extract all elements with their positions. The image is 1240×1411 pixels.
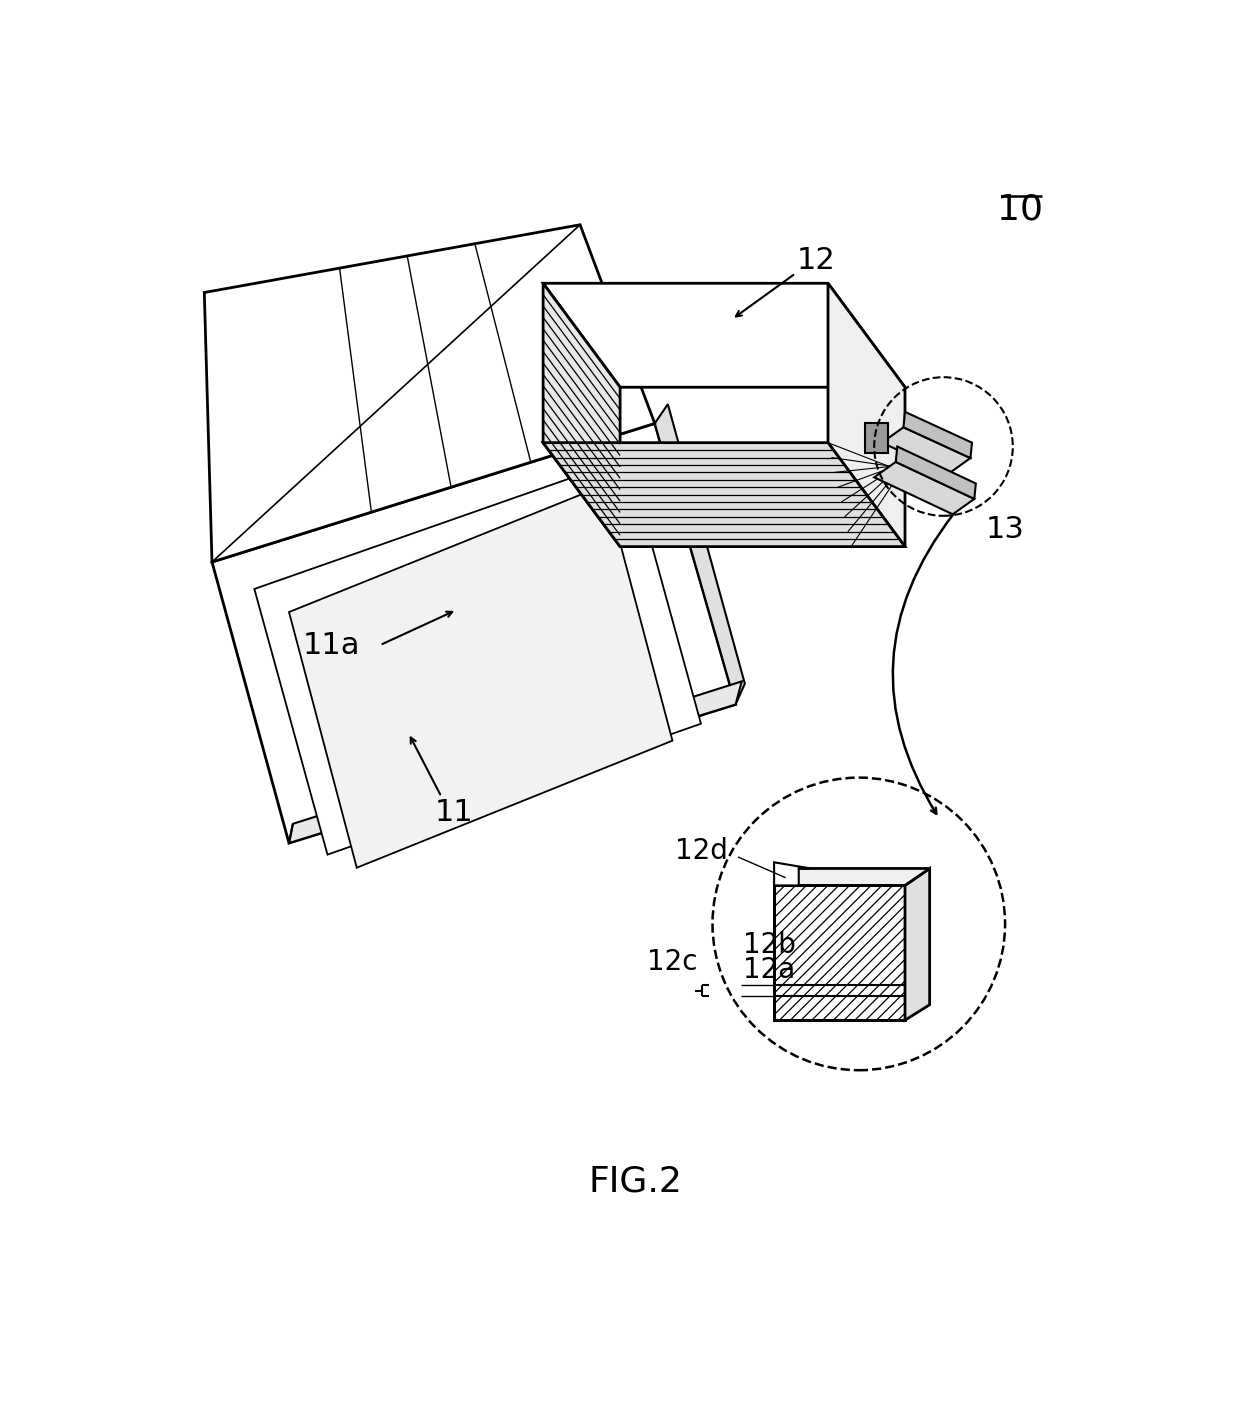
Polygon shape (543, 284, 905, 387)
Polygon shape (882, 428, 971, 474)
Polygon shape (874, 461, 975, 514)
Text: 12a: 12a (743, 957, 796, 983)
Polygon shape (289, 485, 672, 868)
Polygon shape (866, 423, 888, 453)
Text: 12b: 12b (743, 931, 796, 959)
Polygon shape (289, 682, 742, 842)
Polygon shape (543, 284, 620, 546)
Text: 13: 13 (986, 515, 1024, 545)
Bar (774, 886, 905, 1020)
Polygon shape (774, 862, 811, 886)
Text: 10: 10 (997, 192, 1044, 226)
Text: 11: 11 (435, 797, 474, 827)
Polygon shape (254, 459, 701, 855)
Polygon shape (655, 404, 745, 704)
Polygon shape (212, 423, 735, 842)
Text: 12: 12 (797, 246, 836, 275)
Polygon shape (205, 224, 655, 562)
Polygon shape (904, 412, 972, 459)
Text: 11a: 11a (303, 631, 360, 660)
Text: 12c: 12c (646, 948, 697, 976)
Polygon shape (905, 869, 930, 1020)
Polygon shape (828, 284, 905, 546)
Polygon shape (895, 446, 976, 499)
Bar (774, 886, 905, 1020)
Circle shape (713, 777, 1006, 1070)
Polygon shape (543, 443, 905, 546)
Text: 12d: 12d (675, 837, 728, 865)
Text: FIG.2: FIG.2 (589, 1165, 682, 1199)
Polygon shape (774, 869, 930, 886)
